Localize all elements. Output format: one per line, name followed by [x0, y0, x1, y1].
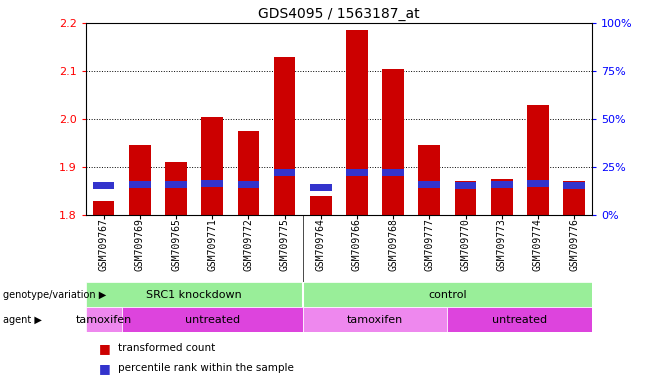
Text: GSM709766: GSM709766: [352, 218, 362, 271]
Text: GSM709768: GSM709768: [388, 218, 398, 271]
Bar: [303, 307, 447, 332]
Text: GSM709773: GSM709773: [497, 218, 507, 271]
Bar: [165, 181, 187, 188]
Text: genotype/variation ▶: genotype/variation ▶: [3, 290, 107, 300]
Bar: [165, 162, 187, 215]
Text: ■: ■: [99, 342, 111, 355]
Bar: [346, 30, 368, 215]
Bar: [447, 307, 592, 332]
Text: SRC1 knockdown: SRC1 knockdown: [146, 290, 242, 300]
Text: ■: ■: [99, 362, 111, 375]
Bar: [122, 307, 303, 332]
Bar: [346, 169, 368, 175]
Bar: [418, 181, 440, 188]
Text: GSM709767: GSM709767: [99, 218, 109, 271]
Bar: [563, 182, 585, 189]
Bar: [310, 196, 332, 215]
Bar: [455, 181, 476, 215]
Text: GSM709774: GSM709774: [533, 218, 543, 271]
Bar: [491, 181, 513, 188]
Bar: [303, 282, 592, 307]
Bar: [129, 181, 151, 188]
Text: GSM709777: GSM709777: [424, 218, 434, 271]
Bar: [201, 117, 223, 215]
Text: tamoxifen: tamoxifen: [347, 314, 403, 325]
Text: GSM709769: GSM709769: [135, 218, 145, 271]
Bar: [129, 146, 151, 215]
Bar: [93, 200, 114, 215]
Bar: [93, 182, 114, 189]
Text: untreated: untreated: [492, 314, 547, 325]
Text: transformed count: transformed count: [118, 343, 216, 353]
Text: untreated: untreated: [185, 314, 240, 325]
Bar: [563, 181, 585, 215]
Text: GSM709765: GSM709765: [171, 218, 181, 271]
Bar: [455, 182, 476, 189]
Title: GDS4095 / 1563187_at: GDS4095 / 1563187_at: [258, 7, 420, 21]
Text: GSM709775: GSM709775: [280, 218, 290, 271]
Bar: [274, 56, 295, 215]
Bar: [382, 69, 404, 215]
Text: GSM709770: GSM709770: [461, 218, 470, 271]
Text: percentile rank within the sample: percentile rank within the sample: [118, 363, 294, 373]
Bar: [238, 181, 259, 188]
Bar: [86, 282, 303, 307]
Bar: [238, 131, 259, 215]
Text: GSM709771: GSM709771: [207, 218, 217, 271]
Text: GSM709776: GSM709776: [569, 218, 579, 271]
Text: agent ▶: agent ▶: [3, 314, 42, 325]
Text: GSM709764: GSM709764: [316, 218, 326, 271]
Bar: [310, 184, 332, 191]
Text: tamoxifen: tamoxifen: [76, 314, 132, 325]
Bar: [418, 146, 440, 215]
Bar: [527, 180, 549, 187]
Bar: [382, 169, 404, 175]
Bar: [491, 179, 513, 215]
Bar: [274, 169, 295, 175]
Bar: [527, 104, 549, 215]
Bar: [201, 180, 223, 187]
Text: GSM709772: GSM709772: [243, 218, 253, 271]
Text: control: control: [428, 290, 467, 300]
Bar: [86, 307, 122, 332]
